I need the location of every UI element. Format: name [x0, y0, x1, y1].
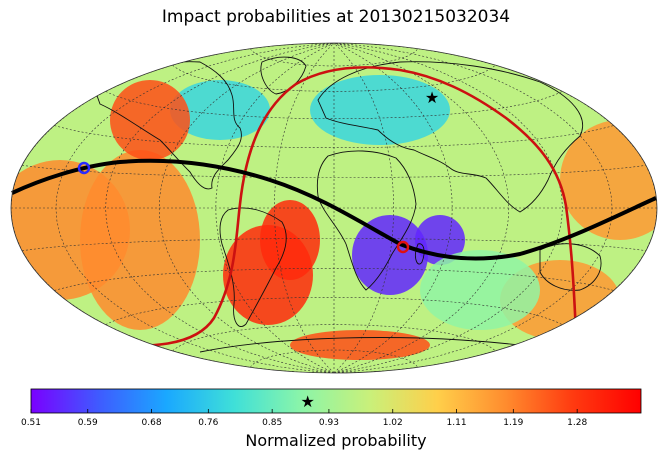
- star-marker: ★: [425, 88, 439, 107]
- map-frame: [10, 42, 658, 374]
- parallel-line: [21, 165, 647, 178]
- blue-circle-marker: [77, 161, 91, 175]
- graticule-grid: [11, 43, 657, 373]
- heatmap-region: [420, 250, 540, 330]
- red-circle-marker: [396, 240, 410, 254]
- parallel-line: [105, 297, 563, 325]
- parallel-line: [21, 238, 647, 251]
- colorbar-tick-label: 1.11: [447, 418, 467, 428]
- parallel-line: [105, 91, 563, 119]
- chart-title: Impact probabilities at 20130215032034: [162, 7, 510, 27]
- meridian-line: [105, 43, 335, 373]
- colorbar-tick-label: 1.28: [567, 418, 587, 428]
- heatmap-region: [80, 150, 200, 330]
- colorbar-tick-label: 0.68: [142, 418, 162, 428]
- parallel-line: [172, 64, 496, 92]
- heatmap-region: [260, 200, 320, 280]
- parallel-line: [172, 324, 496, 352]
- meridian-line: [333, 43, 563, 373]
- colorbar-tick-label: 0.59: [78, 418, 98, 428]
- colorbar-star-marker: ★: [300, 392, 314, 411]
- eurasia-outline: [317, 61, 584, 213]
- colorbar-ticks: 0.51 0.59 0.68 0.76 0.85 0.93 1.02 1.11 1.19 1.28: [21, 409, 587, 428]
- parallel-line: [250, 349, 418, 368]
- heatmap-region: [170, 80, 270, 140]
- meridian-line: [333, 43, 394, 373]
- colorbar-tick-label: 0.93: [319, 418, 339, 428]
- colorbar-tick-label: 0.51: [21, 418, 41, 428]
- north-america-outline: [94, 61, 242, 190]
- parallel-line: [250, 48, 418, 67]
- colorbar-tick-label: 1.02: [383, 418, 403, 428]
- south-america-outline: [219, 207, 287, 327]
- heatmap-region: [110, 80, 190, 160]
- meridian-line: [274, 43, 335, 373]
- colorbar-label: Normalized probability: [245, 431, 426, 450]
- colorbar-tick-label: 0.76: [198, 418, 218, 428]
- madagascar-outline: [415, 243, 425, 265]
- colorbar-tick-label: 0.85: [262, 418, 282, 428]
- meridian-line: [158, 43, 335, 373]
- meridian-line: [215, 43, 335, 373]
- parallel-line: [54, 268, 614, 291]
- colorbar-bar: [30, 388, 642, 414]
- colorbar: ★ 0.51 0.59 0.68 0.76 0.85 0.93 1.02 1.11 1.19 1.…: [21, 388, 642, 450]
- red-boundary-track: [89, 66, 578, 347]
- black-ground-track: [11, 158, 657, 261]
- colorbar-tick-label: 1.19: [503, 418, 523, 428]
- heatmap-region: [310, 75, 450, 145]
- map-panel: ★: [10, 42, 658, 374]
- parallel-line: [54, 125, 614, 148]
